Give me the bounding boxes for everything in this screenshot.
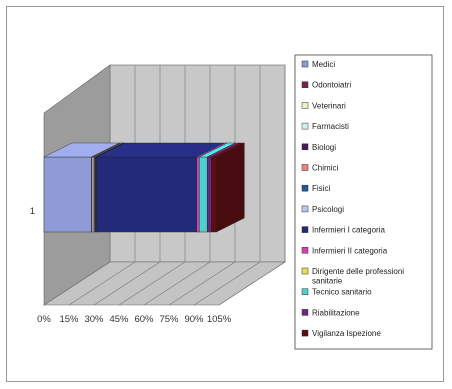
x-tick-label: 45% <box>109 314 129 325</box>
legend-swatch <box>301 267 309 275</box>
floor-grid-line <box>43 261 111 306</box>
legend-box <box>294 54 433 350</box>
legend-label: Tecnico sanitario <box>312 288 372 297</box>
legend-swatch <box>301 247 309 254</box>
legend-label: Medici <box>312 60 335 69</box>
bar-segment <box>206 156 212 233</box>
floor-grid-line <box>218 261 286 306</box>
x-axis-ticks: 0% 15% 30% 45% 60% 75% 90% 105% <box>37 314 232 325</box>
legend-label: Chimici <box>312 164 338 173</box>
legend-label: Veterinari <box>312 101 346 110</box>
legend-label: Odontoiatri <box>312 81 351 90</box>
legend-swatch <box>301 164 309 171</box>
floor-grid-line <box>118 261 186 306</box>
legend-swatch <box>301 205 309 213</box>
floor-grid-line <box>93 261 161 306</box>
legend-swatch <box>301 226 309 233</box>
stacked-bar <box>43 142 245 233</box>
legend-label: Infermieri II categoria <box>312 246 388 255</box>
bar-segment <box>96 156 197 233</box>
legend-swatch <box>301 329 309 337</box>
x-tick-label: 90% <box>184 314 204 325</box>
legend-label: Riabilitazione <box>312 308 360 317</box>
x-tick-label: 75% <box>159 314 179 325</box>
bar-segment <box>196 156 200 233</box>
floor-grid-line <box>168 261 236 306</box>
floor-grid-line <box>143 261 211 306</box>
legend-label: Psicologi <box>312 205 344 214</box>
legend-swatch <box>301 309 309 316</box>
floor-grid-line <box>193 261 261 306</box>
legend: Medici Odontoiatri Veterinari Farmacisti Bio… <box>301 60 404 338</box>
legend-swatch <box>301 143 309 151</box>
bar-segment <box>43 156 92 233</box>
x-tick-label: 105% <box>207 314 232 325</box>
legend-swatch <box>301 122 309 130</box>
legend-label: Dirigente delle professioni sanitarie <box>312 267 404 286</box>
legend-swatch <box>301 60 309 68</box>
legend-label: Fisici <box>312 184 330 193</box>
bar-end-face <box>216 142 245 233</box>
legend-label: Biologi <box>312 143 336 152</box>
legend-label: Infermieri I categoria <box>312 226 385 235</box>
floor-grid-line <box>68 261 136 306</box>
legend-label: Vigilanza Ispezione <box>312 329 381 338</box>
x-tick-label: 15% <box>59 314 79 325</box>
x-tick-label: 30% <box>84 314 104 325</box>
bar-segment <box>211 156 217 233</box>
x-tick-label: 60% <box>134 314 154 325</box>
x-tick-label: 0% <box>37 314 51 325</box>
legend-swatch <box>301 81 309 88</box>
legend-swatch <box>301 102 309 109</box>
legend-swatch <box>301 184 309 192</box>
bar-segment <box>199 156 208 233</box>
legend-label: Farmacisti <box>312 122 349 131</box>
category-label: 1 <box>30 206 35 217</box>
legend-swatch <box>301 288 309 295</box>
